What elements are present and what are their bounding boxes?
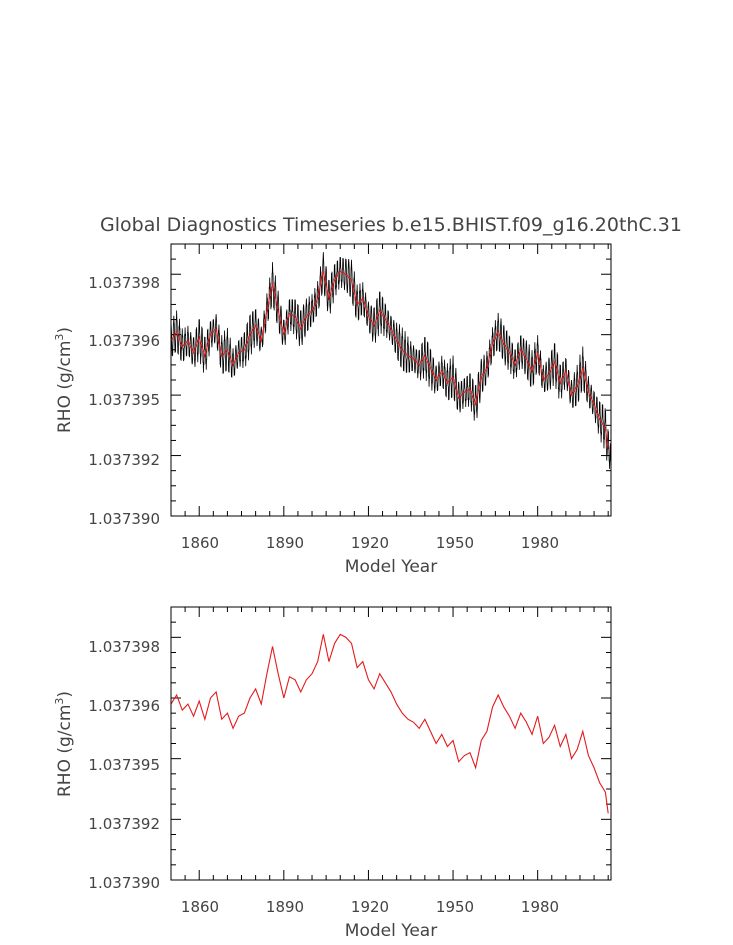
x-tick-label: 1890 <box>266 898 304 916</box>
y-tick-label: 1.037398 <box>88 274 160 292</box>
y-axis-label-superscript: 3 <box>53 698 66 705</box>
x-tick-label: 1950 <box>436 898 474 916</box>
annual-mean-series-line <box>170 633 609 814</box>
y-axis-label: RHO (g/cm3) <box>53 327 75 433</box>
y-axis-label-close: ) <box>55 327 75 334</box>
x-tick-label: 1980 <box>521 534 559 552</box>
top-y-tick-labels: 1.037390 1.037392 1.037395 1.037396 1.03… <box>88 274 160 528</box>
x-tick-label: 1920 <box>351 534 389 552</box>
y-tick-label: 1.037398 <box>88 638 160 656</box>
y-tick-label: 1.037396 <box>88 697 160 715</box>
y-axis-label-close: ) <box>55 691 75 698</box>
x-tick-label: 1860 <box>181 898 219 916</box>
y-tick-label: 1.037392 <box>88 451 160 469</box>
x-tick-label: 1920 <box>351 898 389 916</box>
monthly-series-line <box>170 252 611 469</box>
plot-frame <box>170 243 612 517</box>
bottom-y-tick-labels: 1.037390 1.037392 1.037395 1.037396 1.03… <box>88 638 160 892</box>
y-axis-label: RHO (g/cm3) <box>53 691 75 797</box>
x-axis-label: Model Year <box>345 557 437 577</box>
x-tick-label: 1980 <box>521 898 559 916</box>
annual-mean-series-line <box>170 270 609 450</box>
y-tick-label: 1.037395 <box>88 391 160 409</box>
top-axis-ticks <box>170 243 611 517</box>
bottom-x-tick-labels: 1860 1890 1920 1950 1980 <box>181 898 559 916</box>
y-axis-label-text: RHO (g/cm <box>55 705 75 797</box>
x-tick-label: 1950 <box>436 534 474 552</box>
top-x-tick-labels: 1860 1890 1920 1950 1980 <box>181 534 559 552</box>
y-tick-label: 1.037395 <box>88 756 160 774</box>
x-tick-label: 1890 <box>266 534 304 552</box>
x-axis-label: Model Year <box>345 921 437 941</box>
y-tick-label: 1.037396 <box>88 332 160 350</box>
y-tick-label: 1.037390 <box>88 510 160 528</box>
bottom-axis-ticks <box>170 606 611 881</box>
chart-title: Global Diagnostics Timeseries b.e15.BHIS… <box>100 214 682 236</box>
x-tick-label: 1860 <box>181 534 219 552</box>
y-axis-label-superscript: 3 <box>53 334 66 341</box>
y-axis-label-text: RHO (g/cm <box>55 341 75 433</box>
y-tick-label: 1.037390 <box>88 874 160 892</box>
plot-frame <box>170 606 612 881</box>
bottom-chart: 1860 1890 1920 1950 1980 1.037390 1.0373… <box>53 606 612 941</box>
y-tick-label: 1.037392 <box>88 815 160 833</box>
top-chart: Global Diagnostics Timeseries b.e15.BHIS… <box>53 214 682 577</box>
